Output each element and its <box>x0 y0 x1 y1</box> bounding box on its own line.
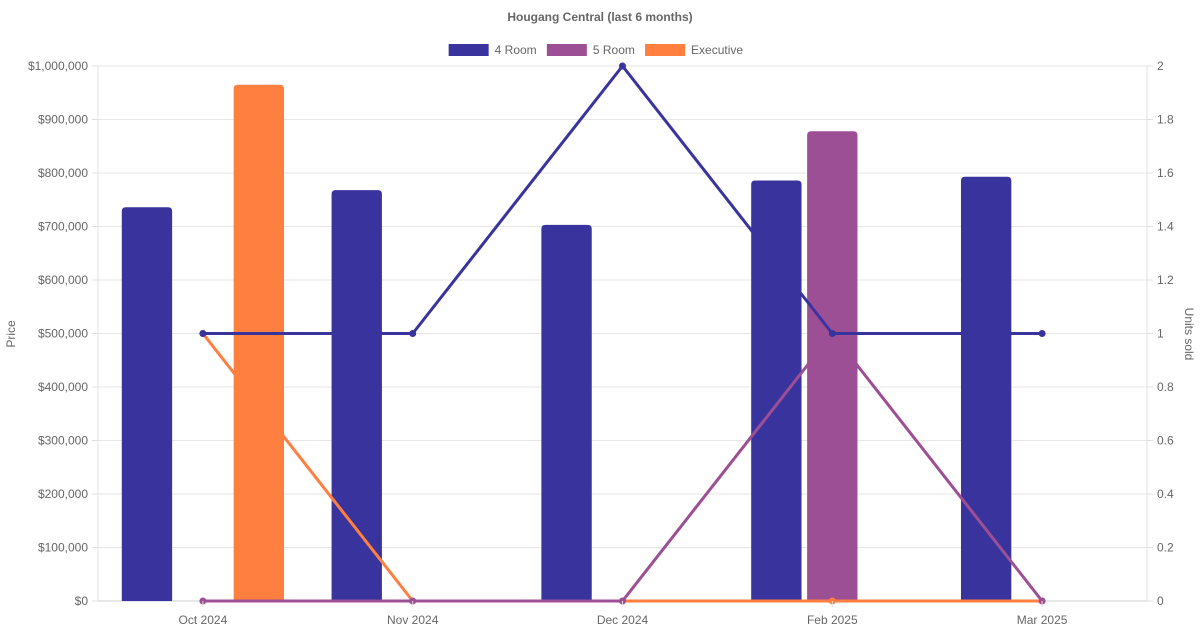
y-axis-right-label: Units sold <box>1182 308 1196 361</box>
bar-4-room-oct-2024[interactable] <box>121 207 173 602</box>
y-left-tick-label: $500,000 <box>38 327 88 341</box>
y-right-tick-label: 1.6 <box>1157 166 1174 180</box>
legend-label: 5 Room <box>593 43 635 57</box>
y-left-tick-label: $900,000 <box>38 113 88 127</box>
bar-4-room-nov-2024[interactable] <box>331 190 382 601</box>
y-right-tick-label: 0.2 <box>1157 541 1174 555</box>
y-left-tick-label: $700,000 <box>38 220 88 234</box>
y-right-tick-label: 1.8 <box>1157 113 1174 127</box>
bar-5-room-feb-2025[interactable] <box>807 131 858 601</box>
y-right-tick-label: 0 <box>1157 594 1164 608</box>
bar-4-room-mar-2025[interactable] <box>960 176 1012 601</box>
chart-title: Hougang Central (last 6 months) <box>507 10 692 24</box>
x-tick-label: Oct 2024 <box>179 613 228 627</box>
y-right-tick-label: 1 <box>1157 327 1164 341</box>
legend: 4 Room 5 Room Executive <box>448 43 743 57</box>
y-right-tick-label: 1.2 <box>1157 273 1174 287</box>
point-units-4-room-dec-2024[interactable] <box>619 62 626 70</box>
point-units-4-room-oct-2024[interactable] <box>199 330 207 337</box>
legend-item-5-room[interactable]: 5 Room <box>546 43 635 57</box>
y-right-tick-label: 0.6 <box>1157 434 1174 448</box>
bar-executive-oct-2024[interactable] <box>233 84 285 602</box>
legend-item-4-room[interactable]: 4 Room <box>448 43 537 57</box>
y-right-tick-label: 1.4 <box>1157 220 1174 234</box>
line-units-executive <box>201 332 1043 603</box>
point-units-4-room-mar-2025[interactable] <box>1038 330 1046 337</box>
legend-label: Executive <box>691 43 743 57</box>
point-units-4-room-nov-2024[interactable] <box>409 330 417 337</box>
y-left-tick-label: $300,000 <box>38 434 88 448</box>
y-left-tick-label: $200,000 <box>38 487 88 501</box>
y-axis-left-label: Price <box>4 320 18 348</box>
y-right-tick-label: 0.4 <box>1157 487 1174 501</box>
bar-series <box>121 84 1012 602</box>
y-left-tick-label: $800,000 <box>38 166 88 180</box>
y-right-tick-label: 0.8 <box>1157 380 1174 394</box>
legend-swatch <box>645 44 686 56</box>
y-left-tick-label: $1,000,000 <box>28 59 88 73</box>
x-tick-label: Nov 2024 <box>387 613 439 627</box>
x-tick-label: Dec 2024 <box>597 613 649 627</box>
bar-4-room-feb-2025[interactable] <box>751 180 802 602</box>
legend-swatch <box>448 44 489 56</box>
legend-item-executive[interactable]: Executive <box>645 43 743 57</box>
x-tick-label: Mar 2025 <box>1017 613 1068 627</box>
y-left-tick-label: $600,000 <box>38 273 88 287</box>
legend-swatch <box>546 44 587 56</box>
bar-4-room-dec-2024[interactable] <box>541 224 592 601</box>
y-left-tick-label: $100,000 <box>38 541 88 555</box>
y-right-tick-label: 2 <box>1157 59 1164 73</box>
y-left-tick-label: $400,000 <box>38 380 88 394</box>
legend-label: 4 Room <box>495 43 537 57</box>
x-tick-label: Feb 2025 <box>807 613 858 627</box>
line-units-5-room <box>202 332 1044 603</box>
y-left-tick-label: $0 <box>75 594 89 608</box>
line-units-4-room <box>202 64 1043 335</box>
point-units-4-room-feb-2025[interactable] <box>828 330 836 337</box>
axes: $0 $100,000 $200,000 $300,000 $400,000 $500,0… <box>28 59 1174 627</box>
